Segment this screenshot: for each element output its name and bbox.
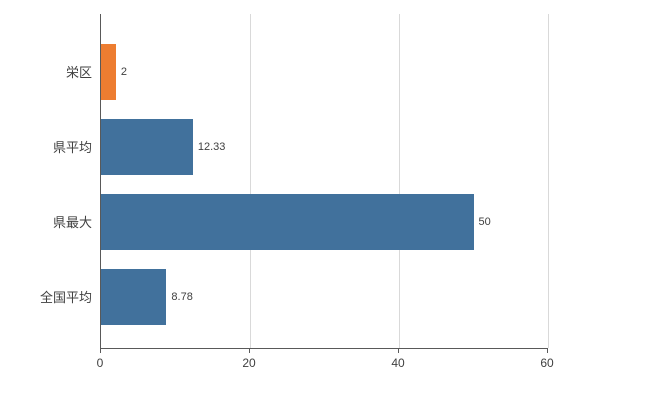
- x-tick-label: 20: [242, 356, 256, 370]
- plot-area: 2 12.33 50 8.78: [100, 14, 549, 349]
- bar: [101, 118, 193, 175]
- x-axis-tick: [398, 349, 399, 353]
- category-label: 栄区: [65, 64, 92, 80]
- bar: [101, 43, 116, 100]
- x-axis-tick: [100, 349, 101, 353]
- x-axis-tick: [547, 349, 548, 353]
- bar-value-label: 12.33: [197, 140, 226, 153]
- x-tick-label: 0: [96, 356, 104, 370]
- gridline: [548, 14, 549, 348]
- x-tick-label: 40: [391, 356, 405, 370]
- bar: [101, 268, 167, 325]
- x-tick-label: 60: [540, 356, 554, 370]
- category-label: 県平均: [52, 139, 92, 155]
- category-label: 全国平均: [39, 289, 92, 305]
- bar-value-label: 2: [120, 65, 128, 78]
- bar-value-label: 8.78: [171, 290, 193, 303]
- gridline: [399, 14, 400, 348]
- bar: [101, 193, 474, 250]
- gridline: [250, 14, 251, 348]
- category-label: 県最大: [52, 214, 92, 230]
- bar-value-label: 50: [478, 215, 491, 228]
- x-axis-tick: [249, 349, 250, 353]
